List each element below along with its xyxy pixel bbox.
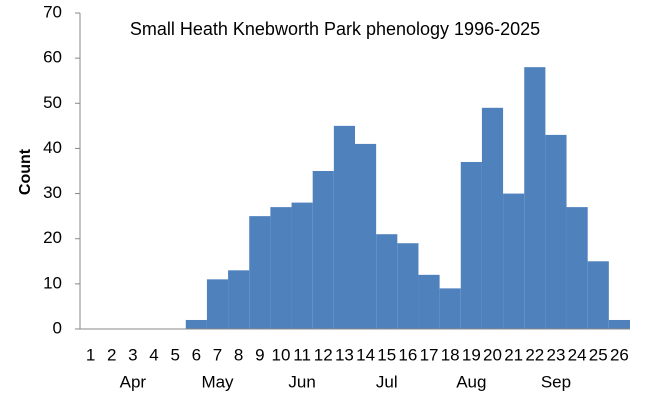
- y-tick-label: 0: [53, 318, 62, 337]
- bar: [524, 67, 546, 330]
- x-tick-label: 20: [483, 345, 502, 364]
- x-tick-label: 8: [234, 345, 243, 364]
- month-label: Aug: [456, 372, 486, 391]
- y-tick-label: 30: [43, 183, 62, 202]
- month-label: May: [201, 372, 234, 391]
- bar: [587, 261, 609, 329]
- month-label: Sep: [541, 372, 571, 391]
- x-tick-label: 2: [107, 345, 116, 364]
- x-tick-label: 12: [314, 345, 333, 364]
- x-tick-label: 21: [504, 345, 523, 364]
- bar: [608, 319, 630, 329]
- x-tick-label: 23: [547, 345, 566, 364]
- y-tick-label: 40: [43, 138, 62, 157]
- x-tick-label: 15: [377, 345, 396, 364]
- x-tick-label: 18: [441, 345, 460, 364]
- bar: [503, 193, 525, 329]
- bar: [228, 270, 250, 329]
- chart-title: Small Heath Knebworth Park phenology 199…: [130, 19, 540, 39]
- bar: [439, 288, 461, 329]
- bar: [545, 134, 567, 329]
- x-tick-label: 22: [525, 345, 544, 364]
- y-tick-label: 10: [43, 273, 62, 292]
- x-tick-label: 11: [293, 345, 311, 364]
- y-tick-label: 70: [43, 2, 62, 21]
- bar: [206, 279, 229, 329]
- bar: [312, 171, 334, 329]
- x-tick-label: 9: [255, 345, 264, 364]
- x-tick-label: 17: [420, 345, 439, 364]
- x-tick-label: 6: [192, 345, 201, 364]
- month-label: Jun: [288, 372, 315, 391]
- x-tick-label: 7: [213, 345, 222, 364]
- bar: [376, 234, 398, 329]
- x-tick-label: 26: [610, 345, 629, 364]
- x-tick-label: 14: [356, 345, 375, 364]
- bar: [397, 243, 419, 329]
- x-tick-label: 19: [462, 345, 481, 364]
- bar: [418, 274, 440, 329]
- bar: [355, 143, 377, 329]
- bar: [566, 207, 588, 329]
- x-tick-label: 5: [170, 345, 179, 364]
- bar: [291, 202, 313, 329]
- x-tick-label: 16: [398, 345, 417, 364]
- x-tick-label: 4: [149, 345, 158, 364]
- bar: [460, 161, 482, 329]
- x-tick-label: 1: [86, 345, 95, 364]
- month-label: Apr: [120, 372, 147, 391]
- month-label: Jul: [376, 372, 398, 391]
- x-tick-label: 3: [128, 345, 137, 364]
- bar: [270, 207, 292, 329]
- x-tick-label: 10: [272, 345, 291, 364]
- y-tick-label: 50: [43, 93, 62, 112]
- y-tick-label: 20: [43, 228, 62, 247]
- x-tick-label: 13: [335, 345, 354, 364]
- bar: [481, 107, 504, 329]
- x-tick-label: 24: [568, 345, 587, 364]
- bar: [333, 125, 355, 329]
- bar: [185, 319, 207, 329]
- y-axis-label: Count: [17, 148, 34, 195]
- bar: [249, 216, 271, 329]
- y-tick-label: 60: [43, 48, 62, 67]
- x-tick-label: 25: [589, 345, 608, 364]
